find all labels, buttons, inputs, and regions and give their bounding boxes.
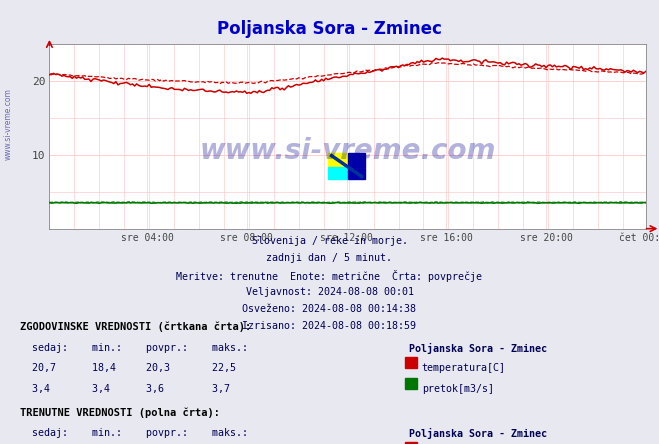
Text: Veljavnost: 2024-08-08 00:01: Veljavnost: 2024-08-08 00:01	[246, 287, 413, 297]
Text: temperatura[C]: temperatura[C]	[422, 364, 505, 373]
Text: pretok[m3/s]: pretok[m3/s]	[422, 384, 494, 394]
Bar	[328, 167, 349, 179]
Text: Slovenija / reke in morje.: Slovenija / reke in morje.	[252, 236, 407, 246]
Text: ZGODOVINSKE VREDNOSTI (črtkana črta):: ZGODOVINSKE VREDNOSTI (črtkana črta):	[20, 322, 251, 333]
Text: Meritve: trenutne  Enote: metrične  Črta: povprečje: Meritve: trenutne Enote: metrične Črta: …	[177, 270, 482, 282]
Text: Poljanska Sora - Zminec: Poljanska Sora - Zminec	[217, 20, 442, 38]
Text: Poljanska Sora - Zminec: Poljanska Sora - Zminec	[409, 343, 546, 354]
Bar	[349, 153, 365, 179]
Text: Poljanska Sora - Zminec: Poljanska Sora - Zminec	[409, 428, 546, 439]
Text: 20,7      18,4     20,3       22,5: 20,7 18,4 20,3 22,5	[20, 364, 236, 373]
Text: Izrisano: 2024-08-08 00:18:59: Izrisano: 2024-08-08 00:18:59	[243, 321, 416, 331]
Text: TRENUTNE VREDNOSTI (polna črta):: TRENUTNE VREDNOSTI (polna črta):	[20, 407, 219, 418]
Text: Osveženo: 2024-08-08 00:14:38: Osveženo: 2024-08-08 00:14:38	[243, 304, 416, 314]
Text: 3,4       3,4      3,6        3,7: 3,4 3,4 3,6 3,7	[20, 384, 230, 394]
Text: sedaj:    min.:    povpr.:    maks.:: sedaj: min.: povpr.: maks.:	[20, 428, 248, 438]
Text: sedaj:    min.:    povpr.:    maks.:: sedaj: min.: povpr.: maks.:	[20, 343, 248, 353]
Text: zadnji dan / 5 minut.: zadnji dan / 5 minut.	[266, 253, 393, 263]
Bar	[328, 153, 349, 167]
Text: www.si-vreme.com: www.si-vreme.com	[3, 88, 13, 160]
Text: www.si-vreme.com: www.si-vreme.com	[200, 137, 496, 165]
